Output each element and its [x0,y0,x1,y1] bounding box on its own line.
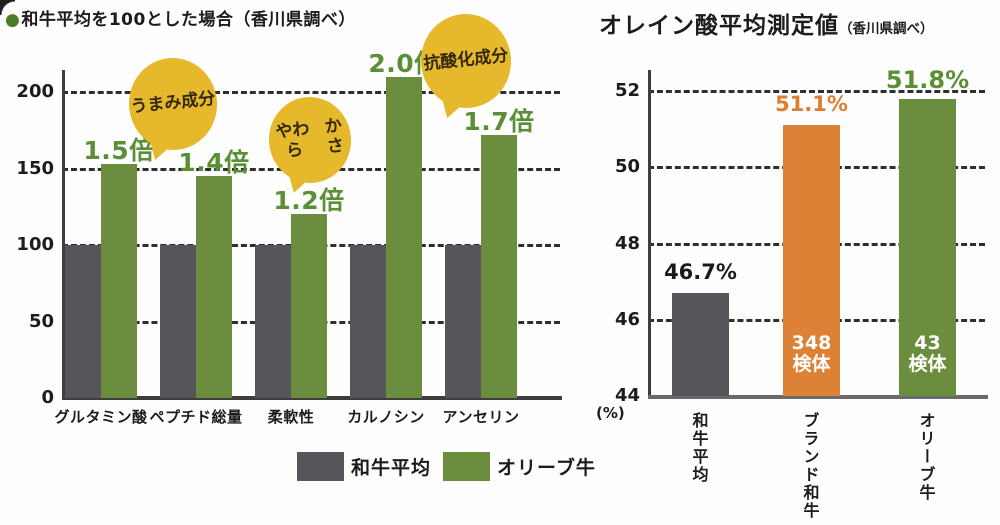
sample-count-line: 検体 [792,352,831,375]
callout-line: やわら [274,119,311,162]
category-label-4: アンセリン [442,408,520,426]
callout-line: 抗酸化 [422,49,476,75]
category-label-3: カルノシン [347,408,425,426]
bar-wagyu-2 [255,245,291,398]
category-label-1: ブランド和牛 [800,412,820,520]
left-chart-title: ●和牛平均を100とした場合（香川県調べ） [5,5,356,30]
sample-count-line: 348 [791,332,832,354]
multiplier-label-4: 1.7倍 [463,106,535,136]
left-x-axis-line [62,396,562,400]
legend-item-1: オリーブ牛 [443,452,596,481]
bar-olive-4 [481,134,517,398]
sample-count-line: 検体 [908,352,947,375]
left-chart-title-text: 和牛平均を100とした場合（香川県調べ） [21,10,356,30]
right-chart-title-text: オレイン酸平均測定値 [599,13,839,39]
bar-olive-0 [101,163,137,398]
right-chart-title-note: （香川県調べ） [839,21,934,37]
bar-wagyu-4 [445,245,481,398]
y-tick-label-52: 52 [614,80,640,101]
legend-swatch-1 [443,452,491,481]
bar-olive-1 [196,176,232,398]
bar-olive-3 [386,76,422,398]
bar-wagyu-0 [65,245,101,398]
multiplier-label-0: 1.5倍 [83,135,155,165]
y-tick-label-100: 100 [16,234,54,255]
value-label-0: 46.7% [664,260,737,285]
chart-legend: 和牛平均 オリーブ牛 [297,452,596,481]
rounded-corner-decoration [0,0,15,15]
y-tick-label-150: 150 [16,157,54,179]
category-label-1: ペプチド総量 [149,408,243,426]
multiplier-label-1: 1.4倍 [178,148,250,178]
callout-line: 成分 [180,88,217,113]
sample-count-line: 43 [914,332,941,354]
y-tick-label-200: 200 [16,81,54,102]
gridline-200 [62,91,560,94]
category-label-0: グルタミン酸 [54,408,148,426]
bar-0 [672,293,729,396]
bar-olive-2 [291,214,327,398]
right-y-axis-line [648,70,651,399]
legend-item-0: 和牛平均 [297,452,431,481]
y-tick-label-50: 50 [614,156,640,178]
right-chart-title: オレイン酸平均測定値（香川県調べ） [599,6,934,40]
bar-wagyu-3 [350,245,386,398]
gridline-52 [648,90,985,93]
sample-count-label-1: 348 検体 [783,333,840,374]
y-tick-label-0: 0 [41,387,54,408]
callout-line: 成分 [473,45,510,70]
category-label-0: 和牛平均 [689,412,709,484]
category-label-2: オリーブ牛 [916,412,936,502]
legend-label-1: オリーブ牛 [497,457,596,479]
y-axis-unit-label: (%) [596,404,625,422]
sample-count-label-2: 43 検体 [899,333,956,374]
callout-line: うまみ [129,92,183,118]
bar-1 [783,125,840,396]
y-tick-label-48: 48 [614,232,640,254]
category-label-2: 柔軟性 [267,408,315,426]
legend-label-0: 和牛平均 [351,457,432,479]
bar-wagyu-1 [160,245,196,398]
value-label-2: 51.8% [885,65,970,94]
callout-line: かさ [323,116,345,158]
y-tick-label-46: 46 [614,308,640,330]
multiplier-label-2: 1.2倍 [273,186,345,216]
y-tick-label-50: 50 [28,310,54,332]
y-tick-label-44: 44 [614,385,640,406]
value-label-1: 51.1% [775,92,848,117]
bar-2 [899,98,956,396]
bullet-icon: ● [5,10,21,30]
left-y-axis-line [62,70,65,400]
right-x-axis-line [648,395,988,399]
legend-swatch-0 [297,452,344,481]
